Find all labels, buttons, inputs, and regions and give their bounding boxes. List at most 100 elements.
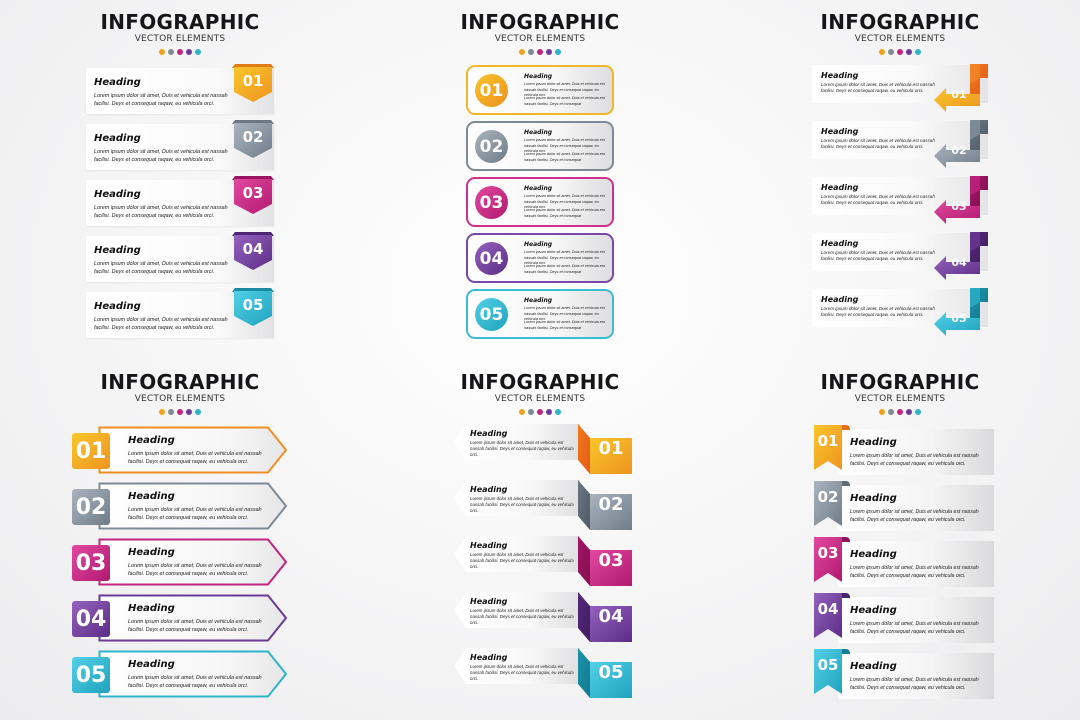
number-block: 01 [578, 424, 632, 474]
step-box: 03 Heading Lorem ipsum dolor sit amet, D… [466, 177, 614, 227]
folded-arrow: 04 [934, 232, 988, 282]
step-text: Lorem ipsum dolor sit amet, Duis et vehi… [821, 306, 935, 318]
folded-arrow: 03 [934, 176, 988, 226]
step-number: 01 [72, 433, 110, 469]
folded-arrow: 05 [934, 288, 988, 338]
step-text: Lorem ipsum dolor sit amet, Duis et vehi… [524, 82, 605, 98]
step-number: 03 [475, 186, 508, 219]
step-heading: Heading [850, 437, 897, 448]
band-shape [454, 648, 580, 684]
dot-orange [519, 409, 525, 415]
step-text: Lorem ipsum dolor sit amet, Duis et vehi… [850, 453, 979, 467]
step-card: Heading Lorem ipsum dolor sit amet, Duis… [838, 485, 994, 531]
dot-orange [159, 49, 165, 55]
band-shape [454, 424, 580, 460]
step-number: 05 [598, 662, 624, 683]
step-text: Lorem ipsum dolor sit amet, Duis et vehi… [524, 194, 605, 210]
panel-folded-block: INFOGRAPHIC VECTOR ELEMENTS [360, 360, 720, 720]
step-heading: Heading [470, 653, 508, 662]
step-heading: Heading [94, 133, 141, 144]
step-heading: Heading [94, 245, 141, 256]
arrow-left-icon [934, 64, 988, 112]
step-band: Heading Lorem ipsum dolor sit amet, Duis… [454, 648, 580, 684]
folded-block-shape [578, 536, 632, 586]
step-text: Lorem ipsum dolor sit amet, Duis et vehi… [128, 451, 262, 465]
dot-gray [888, 409, 894, 415]
step-number: 05 [242, 296, 264, 314]
step-text: Lorem ipsum dolor sit amet, Duis et vehi… [128, 675, 262, 689]
title: INFOGRAPHIC [460, 370, 620, 394]
number-block: 04 [578, 592, 632, 642]
step-heading: Heading [470, 541, 508, 550]
number-tag: 01 [232, 64, 274, 104]
arrow-left-icon [934, 176, 988, 224]
title-block: INFOGRAPHIC VECTOR ELEMENTS [0, 370, 360, 415]
dot-magenta [177, 49, 183, 55]
step-number: 01 [951, 88, 967, 101]
step-number: 02 [817, 488, 839, 506]
step-number: 04 [951, 256, 967, 269]
bookmark-ribbon: 03 [814, 537, 850, 585]
dot-orange [879, 409, 885, 415]
dot-purple [906, 49, 912, 55]
step-heading: Heading [94, 189, 141, 200]
step-card: Heading Lorem ipsum dolor sit amet, Duis… [86, 120, 274, 170]
step-box: 05 Heading Lorem ipsum dolor sit amet, D… [466, 289, 614, 339]
bookmark-ribbon: 01 [814, 425, 850, 473]
step-text: Lorem ipsum dolor sit amet, Duis et vehi… [128, 507, 262, 521]
panel-rounded-circle: INFOGRAPHIC VECTOR ELEMENTS [360, 0, 720, 360]
subtitle: VECTOR ELEMENTS [494, 34, 586, 44]
number-block: 03 [578, 536, 632, 586]
step-number: 02 [242, 128, 264, 146]
step-text: Lorem ipsum dolor sit amet, Duis et vehi… [470, 552, 574, 570]
step-heading: Heading [128, 547, 175, 558]
bookmark-ribbon: 05 [814, 649, 850, 697]
step-text: Lorem ipsum dolor sit amet, Duis et vehi… [94, 317, 228, 331]
dot-teal [915, 409, 921, 415]
step-box: 02 Heading Lorem ipsum dolor sit amet, D… [466, 121, 614, 171]
step-item: 03 Heading Lorem ipsum dolor sit amet, D… [72, 538, 288, 586]
step-text-secondary: Lorem ipsum dolor sit amet, Duis et vehi… [524, 320, 605, 330]
subtitle: VECTOR ELEMENTS [854, 34, 946, 44]
number-block: 02 [578, 480, 632, 530]
step-box: 01 Heading Lorem ipsum dolor sit amet, D… [466, 65, 614, 115]
step-number: 03 [817, 544, 839, 562]
step-text: Lorem ipsum dolor sit amet, Duis et vehi… [524, 250, 605, 266]
step-heading: Heading [128, 491, 175, 502]
step-number: 01 [242, 72, 264, 90]
color-dots [720, 49, 1080, 55]
title-block: INFOGRAPHIC VECTOR ELEMENTS [360, 10, 720, 55]
step-number: 04 [475, 242, 508, 275]
dot-purple [186, 49, 192, 55]
step-number: 01 [598, 438, 624, 459]
tag-shape-icon [232, 64, 274, 102]
step-text: Lorem ipsum dolor sit amet, Duis et vehi… [470, 664, 574, 682]
step-heading: Heading [524, 73, 553, 80]
tag-shape-icon [232, 232, 274, 270]
step-heading: Heading [821, 239, 859, 248]
dot-teal [195, 409, 201, 415]
title: INFOGRAPHIC [100, 10, 260, 34]
subtitle: VECTOR ELEMENTS [854, 394, 946, 404]
step-item: 01 Heading Lorem ipsum dolor sit amet, D… [72, 426, 288, 474]
step-text: Lorem ipsum dolor sit amet, Duis et vehi… [94, 205, 228, 219]
step-text: Lorem ipsum dolor sit amet, Duis et vehi… [470, 608, 574, 626]
bookmark-ribbon: 02 [814, 481, 850, 529]
arrow-left-icon [934, 232, 988, 280]
step-number: 05 [951, 312, 967, 325]
step-band: Heading Lorem ipsum dolor sit amet, Duis… [454, 480, 580, 516]
dot-teal [555, 409, 561, 415]
step-heading: Heading [524, 129, 553, 136]
step-number: 02 [72, 489, 110, 525]
folded-arrow: 01 [934, 64, 988, 114]
step-number: 02 [475, 130, 508, 163]
tag-shape-icon [232, 176, 274, 214]
step-text: Lorem ipsum dolor sit amet, Duis et vehi… [821, 194, 935, 206]
step-text: Lorem ipsum dolor sit amet, Duis et vehi… [94, 149, 228, 163]
step-heading: Heading [850, 493, 897, 504]
dot-teal [915, 49, 921, 55]
step-card: Heading Lorem ipsum dolor sit amet, Duis… [838, 429, 994, 475]
step-item: 04 Heading Lorem ipsum dolor sit amet, D… [72, 594, 288, 642]
bookmark-icon [814, 593, 850, 638]
step-number: 01 [475, 74, 508, 107]
